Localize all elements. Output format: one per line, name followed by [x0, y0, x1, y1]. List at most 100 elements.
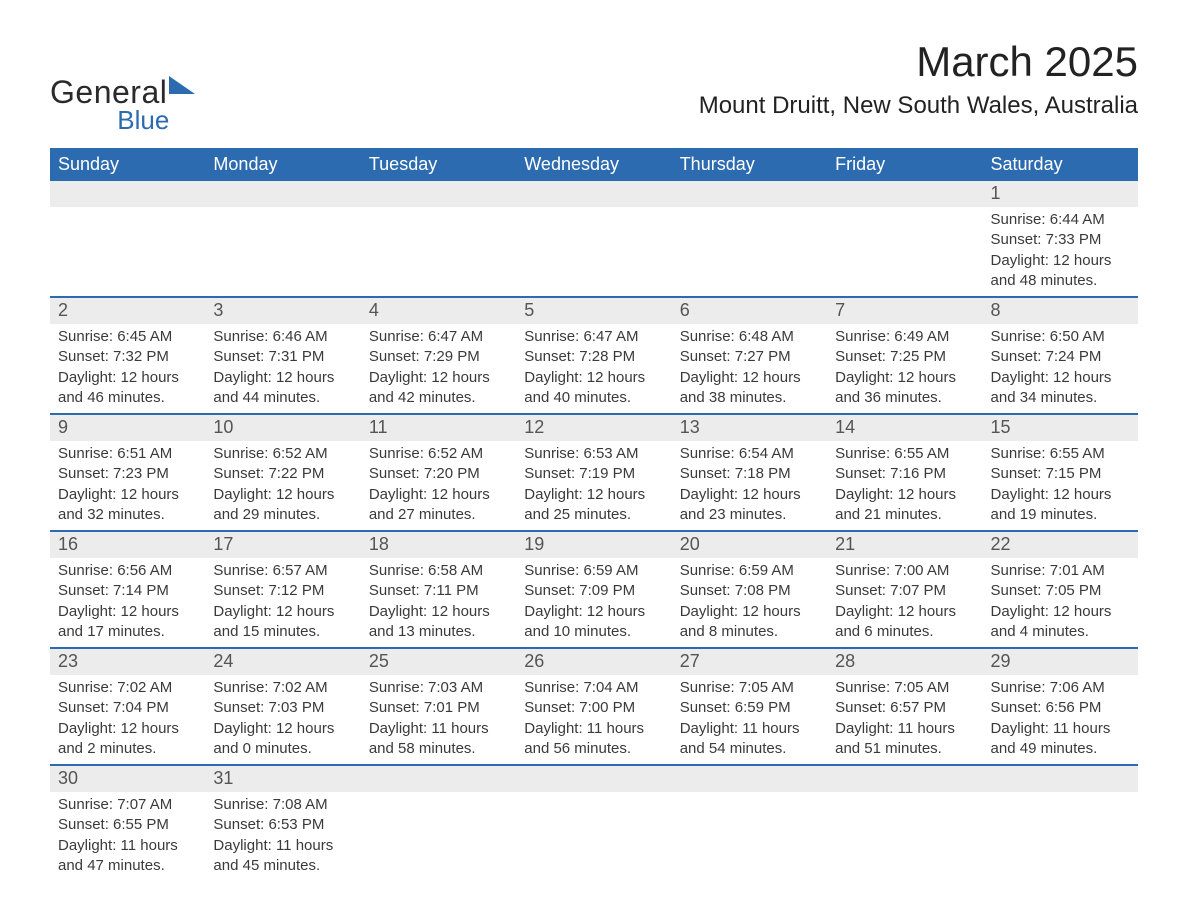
day-details: Sunrise: 6:49 AMSunset: 7:25 PMDaylight:… [827, 324, 982, 413]
empty-day [361, 181, 516, 207]
day-number: 18 [361, 532, 516, 558]
empty-day [361, 766, 516, 792]
empty-day [983, 766, 1138, 792]
day-number: 17 [205, 532, 360, 558]
day-details: Sunrise: 6:46 AMSunset: 7:31 PMDaylight:… [205, 324, 360, 413]
empty-day [516, 766, 671, 792]
calendar-cell: 17Sunrise: 6:57 AMSunset: 7:12 PMDayligh… [205, 531, 360, 648]
day-details: Sunrise: 6:59 AMSunset: 7:09 PMDaylight:… [516, 558, 671, 647]
day-number: 4 [361, 298, 516, 324]
day-number: 2 [50, 298, 205, 324]
calendar-week: 23Sunrise: 7:02 AMSunset: 7:04 PMDayligh… [50, 648, 1138, 765]
calendar-cell [361, 765, 516, 881]
calendar-cell: 27Sunrise: 7:05 AMSunset: 6:59 PMDayligh… [672, 648, 827, 765]
empty-day [205, 181, 360, 207]
calendar-week: 9Sunrise: 6:51 AMSunset: 7:23 PMDaylight… [50, 414, 1138, 531]
calendar-cell [672, 765, 827, 881]
empty-day [50, 181, 205, 207]
calendar-cell: 11Sunrise: 6:52 AMSunset: 7:20 PMDayligh… [361, 414, 516, 531]
calendar-cell [50, 181, 205, 297]
day-number: 8 [983, 298, 1138, 324]
calendar-cell: 20Sunrise: 6:59 AMSunset: 7:08 PMDayligh… [672, 531, 827, 648]
day-details: Sunrise: 7:02 AMSunset: 7:04 PMDaylight:… [50, 675, 205, 764]
day-details: Sunrise: 6:55 AMSunset: 7:16 PMDaylight:… [827, 441, 982, 530]
day-details: Sunrise: 6:59 AMSunset: 7:08 PMDaylight:… [672, 558, 827, 647]
day-number: 26 [516, 649, 671, 675]
calendar-cell: 1Sunrise: 6:44 AMSunset: 7:33 PMDaylight… [983, 181, 1138, 297]
calendar-cell: 22Sunrise: 7:01 AMSunset: 7:05 PMDayligh… [983, 531, 1138, 648]
day-number: 15 [983, 415, 1138, 441]
calendar-cell: 12Sunrise: 6:53 AMSunset: 7:19 PMDayligh… [516, 414, 671, 531]
day-details: Sunrise: 7:05 AMSunset: 6:59 PMDaylight:… [672, 675, 827, 764]
day-number: 31 [205, 766, 360, 792]
day-number: 7 [827, 298, 982, 324]
day-number: 21 [827, 532, 982, 558]
calendar-table: SundayMondayTuesdayWednesdayThursdayFrid… [50, 148, 1138, 881]
day-details: Sunrise: 7:06 AMSunset: 6:56 PMDaylight:… [983, 675, 1138, 764]
calendar-week: 30Sunrise: 7:07 AMSunset: 6:55 PMDayligh… [50, 765, 1138, 881]
calendar-cell: 24Sunrise: 7:02 AMSunset: 7:03 PMDayligh… [205, 648, 360, 765]
weekday-header: Saturday [983, 148, 1138, 181]
header: General Blue March 2025 Mount Druitt, Ne… [50, 38, 1138, 136]
calendar-cell: 19Sunrise: 6:59 AMSunset: 7:09 PMDayligh… [516, 531, 671, 648]
day-number: 11 [361, 415, 516, 441]
day-details: Sunrise: 7:04 AMSunset: 7:00 PMDaylight:… [516, 675, 671, 764]
calendar-cell: 21Sunrise: 7:00 AMSunset: 7:07 PMDayligh… [827, 531, 982, 648]
calendar-week: 16Sunrise: 6:56 AMSunset: 7:14 PMDayligh… [50, 531, 1138, 648]
day-number: 12 [516, 415, 671, 441]
calendar-cell [516, 765, 671, 881]
calendar-cell: 30Sunrise: 7:07 AMSunset: 6:55 PMDayligh… [50, 765, 205, 881]
day-details: Sunrise: 7:08 AMSunset: 6:53 PMDaylight:… [205, 792, 360, 881]
day-details: Sunrise: 7:02 AMSunset: 7:03 PMDaylight:… [205, 675, 360, 764]
calendar-cell [205, 181, 360, 297]
calendar-cell: 25Sunrise: 7:03 AMSunset: 7:01 PMDayligh… [361, 648, 516, 765]
day-number: 22 [983, 532, 1138, 558]
empty-day [516, 181, 671, 207]
day-details: Sunrise: 6:54 AMSunset: 7:18 PMDaylight:… [672, 441, 827, 530]
day-details: Sunrise: 7:07 AMSunset: 6:55 PMDaylight:… [50, 792, 205, 881]
calendar-cell [827, 765, 982, 881]
calendar-cell: 16Sunrise: 6:56 AMSunset: 7:14 PMDayligh… [50, 531, 205, 648]
logo-triangle-icon [169, 76, 195, 94]
calendar-cell: 3Sunrise: 6:46 AMSunset: 7:31 PMDaylight… [205, 297, 360, 414]
empty-day [827, 766, 982, 792]
day-details: Sunrise: 6:50 AMSunset: 7:24 PMDaylight:… [983, 324, 1138, 413]
day-number: 25 [361, 649, 516, 675]
title-block: March 2025 Mount Druitt, New South Wales… [699, 38, 1138, 120]
empty-day [672, 766, 827, 792]
day-details: Sunrise: 7:03 AMSunset: 7:01 PMDaylight:… [361, 675, 516, 764]
calendar-cell [361, 181, 516, 297]
day-details: Sunrise: 6:56 AMSunset: 7:14 PMDaylight:… [50, 558, 205, 647]
calendar-cell: 18Sunrise: 6:58 AMSunset: 7:11 PMDayligh… [361, 531, 516, 648]
day-details: Sunrise: 6:52 AMSunset: 7:20 PMDaylight:… [361, 441, 516, 530]
day-details: Sunrise: 6:47 AMSunset: 7:28 PMDaylight:… [516, 324, 671, 413]
day-number: 13 [672, 415, 827, 441]
weekday-header: Thursday [672, 148, 827, 181]
calendar-cell [672, 181, 827, 297]
location-subtitle: Mount Druitt, New South Wales, Australia [699, 92, 1138, 120]
day-details: Sunrise: 6:44 AMSunset: 7:33 PMDaylight:… [983, 207, 1138, 296]
day-details: Sunrise: 6:48 AMSunset: 7:27 PMDaylight:… [672, 324, 827, 413]
day-number: 6 [672, 298, 827, 324]
empty-day [827, 181, 982, 207]
calendar-cell: 31Sunrise: 7:08 AMSunset: 6:53 PMDayligh… [205, 765, 360, 881]
day-number: 10 [205, 415, 360, 441]
calendar-cell [827, 181, 982, 297]
day-number: 16 [50, 532, 205, 558]
empty-day [672, 181, 827, 207]
calendar-cell: 10Sunrise: 6:52 AMSunset: 7:22 PMDayligh… [205, 414, 360, 531]
calendar-cell: 6Sunrise: 6:48 AMSunset: 7:27 PMDaylight… [672, 297, 827, 414]
calendar-cell: 4Sunrise: 6:47 AMSunset: 7:29 PMDaylight… [361, 297, 516, 414]
calendar-cell: 13Sunrise: 6:54 AMSunset: 7:18 PMDayligh… [672, 414, 827, 531]
day-details: Sunrise: 6:55 AMSunset: 7:15 PMDaylight:… [983, 441, 1138, 530]
day-details: Sunrise: 6:53 AMSunset: 7:19 PMDaylight:… [516, 441, 671, 530]
day-number: 19 [516, 532, 671, 558]
weekday-header: Tuesday [361, 148, 516, 181]
day-details: Sunrise: 6:47 AMSunset: 7:29 PMDaylight:… [361, 324, 516, 413]
day-details: Sunrise: 7:01 AMSunset: 7:05 PMDaylight:… [983, 558, 1138, 647]
calendar-cell: 26Sunrise: 7:04 AMSunset: 7:00 PMDayligh… [516, 648, 671, 765]
day-details: Sunrise: 7:00 AMSunset: 7:07 PMDaylight:… [827, 558, 982, 647]
calendar-cell: 9Sunrise: 6:51 AMSunset: 7:23 PMDaylight… [50, 414, 205, 531]
weekday-header: Sunday [50, 148, 205, 181]
weekday-header-row: SundayMondayTuesdayWednesdayThursdayFrid… [50, 148, 1138, 181]
